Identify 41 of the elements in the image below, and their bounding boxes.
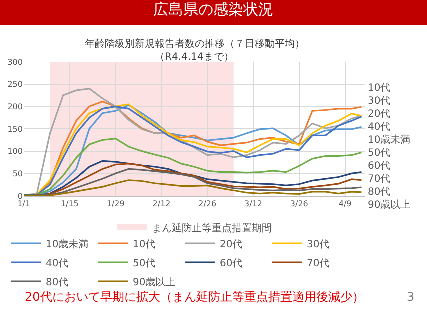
y-tick-label: 300 [8, 58, 23, 67]
chart-title: 広島県の感染状況 [154, 0, 274, 18]
text: 30代 [368, 96, 391, 107]
legend-label: 60代 [220, 258, 243, 270]
y-tick-label: 200 [8, 102, 23, 112]
x-tick-label: 1/1 [18, 200, 30, 209]
text: 10歳未満 [368, 135, 411, 146]
text: 60代 [368, 161, 391, 172]
x-tick-label: 2/26 [198, 200, 217, 209]
text: 70代 [368, 174, 391, 185]
annotation: （R4.4.14まで） [155, 52, 234, 63]
legend-label: まん延防止等重点措置期間 [152, 222, 272, 234]
text: 90歳以上 [368, 200, 411, 211]
legend-label: 10代 [133, 239, 156, 250]
text: 3 [407, 290, 415, 304]
y-tick-label: 0 [18, 192, 23, 201]
x-tick-label: 2/12 [152, 200, 171, 209]
text: 20代 [368, 109, 391, 120]
y-tick-label: 250 [8, 80, 23, 90]
legend-label: 80代 [46, 277, 69, 288]
legend-label: 20代 [220, 239, 243, 250]
x-tick-label: 3/12 [244, 200, 263, 209]
y-tick-label: 150 [8, 124, 23, 134]
legend-label: 10歳未満 [46, 238, 89, 250]
x-tick-label: 4/9 [338, 200, 352, 209]
text: 40代 [368, 122, 391, 133]
legend-label: 40代 [46, 258, 69, 270]
x-tick-label: 1/29 [106, 200, 125, 209]
legend-label: 70代 [307, 258, 330, 270]
text: 80代 [368, 187, 391, 198]
y-tick-label: 100 [8, 147, 23, 156]
x-tick-label: 1/15 [60, 200, 79, 209]
chart-subtitle: 年齢階級別新規報告者数の推移（７日移動平均） [85, 38, 305, 50]
text: 20代において早期に拡大（まん延防止等重点措置適用後減少） [25, 290, 364, 304]
text: 50代 [368, 148, 391, 159]
y-tick-label: 50 [12, 169, 23, 178]
text: 10代 [368, 83, 391, 94]
legend-label: 90歳以上 [133, 276, 176, 288]
legend-label: 30代 [307, 239, 330, 250]
legend-label: 50代 [133, 258, 156, 270]
x-tick-label: 3/26 [290, 200, 308, 209]
